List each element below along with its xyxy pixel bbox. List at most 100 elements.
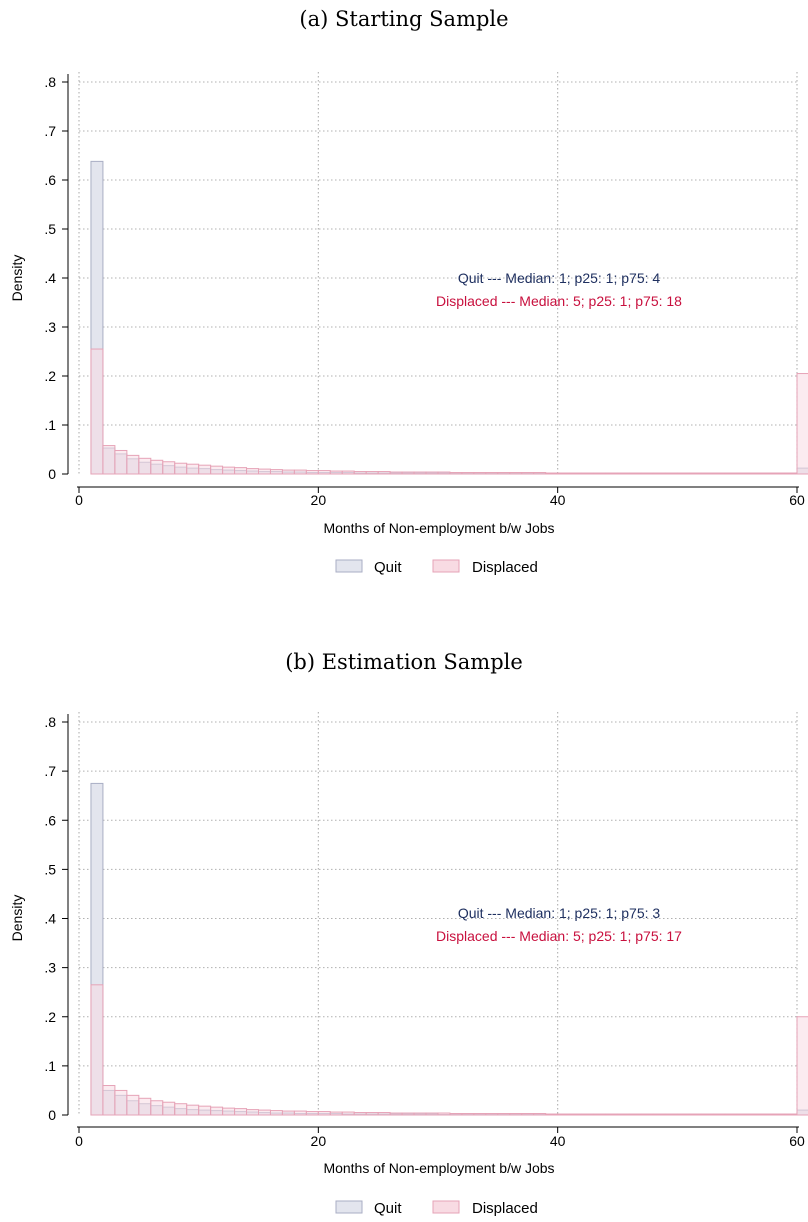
bar-displaced — [258, 468, 271, 475]
bar-displaced — [688, 1113, 702, 1116]
bar-displaced — [593, 472, 607, 475]
legend-swatch-quit — [335, 559, 363, 573]
bar-displaced — [317, 470, 331, 475]
bar-displaced — [413, 471, 427, 475]
bar-displaced — [162, 1101, 176, 1116]
bar-displaced — [712, 1113, 726, 1116]
bar-displaced — [138, 1097, 152, 1116]
bar-displaced — [234, 1108, 248, 1116]
bar-displaced — [329, 1111, 343, 1116]
bar-displaced — [305, 1111, 319, 1116]
bar-displaced — [605, 1113, 618, 1116]
chart-title: (a) Starting Sample — [299, 7, 508, 31]
bar-displaced — [509, 1113, 523, 1116]
y-tick-label: .4 — [44, 270, 56, 286]
bar-displaced — [353, 471, 367, 475]
legend-swatch-displaced — [432, 559, 460, 573]
bar-displaced — [317, 1111, 331, 1116]
bar-displaced — [605, 472, 618, 475]
bar-displaced — [533, 1113, 547, 1116]
bar-displaced — [198, 1105, 212, 1116]
displaced-summary-note: Displaced --- Median: 5; p25: 1; p75: 17 — [436, 928, 682, 944]
bar-displaced — [305, 470, 319, 475]
legend-swatch-displaced — [432, 1200, 460, 1214]
y-tick-label: .2 — [44, 368, 56, 384]
y-tick-label: .3 — [44, 960, 56, 976]
bar-displaced — [174, 1103, 188, 1116]
bar-displaced — [784, 472, 798, 475]
bar-displaced — [425, 1112, 439, 1116]
bar-displaced — [437, 471, 451, 475]
chart-panel-b: (b) Estimation Sample 0 .1 .2 .3 .4 .5 .6 .7 .8 De… — [9, 650, 808, 1217]
y-tick-label: .5 — [44, 221, 56, 237]
y-tick-label: .7 — [44, 123, 56, 139]
bar-displaced — [210, 1106, 224, 1116]
bar-displaced — [652, 1113, 666, 1116]
legend-label-displaced: Displaced — [472, 559, 538, 576]
bar-displaced — [449, 472, 463, 475]
x-tick-label: 40 — [550, 492, 566, 508]
bar-displaced — [485, 1113, 499, 1116]
bar-displaced — [102, 445, 116, 475]
x-tick-label: 40 — [550, 1133, 566, 1149]
bar-displaced — [485, 472, 499, 475]
bar-displaced — [700, 472, 714, 475]
bar-displaced — [401, 1112, 415, 1116]
bar-displaced — [269, 469, 283, 475]
bar-displaced — [461, 472, 475, 475]
y-tick-label: .6 — [44, 812, 56, 828]
chart-title: (b) Estimation Sample — [285, 650, 523, 674]
bar-displaced — [640, 1113, 654, 1116]
y-tick-label: .5 — [44, 861, 56, 877]
y-tick-label: .2 — [44, 1009, 56, 1025]
bar-displaced — [389, 1112, 403, 1116]
bar-displaced — [365, 1112, 379, 1116]
bar-displaced — [186, 463, 200, 475]
bar-displaced — [269, 1110, 283, 1116]
bar-displaced — [545, 472, 559, 475]
bar-displaced — [174, 462, 188, 475]
y-tick-label: .6 — [44, 172, 56, 188]
bar-displaced — [724, 472, 738, 475]
bar-displaced — [222, 466, 236, 475]
bar-displaced — [293, 1110, 307, 1116]
bar-displaced — [628, 472, 642, 475]
y-tick-label: .8 — [44, 714, 56, 730]
bar-displaced — [617, 472, 630, 475]
bar-displaced — [114, 1089, 128, 1116]
x-tick-label: 20 — [311, 1133, 327, 1149]
bar-displaced — [664, 472, 678, 475]
y-tick-label: .1 — [44, 417, 56, 433]
bar-displaced — [497, 1113, 511, 1116]
bar-displaced — [593, 1113, 607, 1116]
y-tick-label: .3 — [44, 319, 56, 335]
bar-displaced — [796, 373, 808, 475]
bar-displaced — [377, 471, 391, 475]
bar-displaced — [521, 472, 535, 475]
bar-displaced — [138, 457, 152, 475]
bar-displaced — [760, 1113, 774, 1116]
bar-displaced — [724, 1113, 738, 1116]
bar-displaced — [437, 1112, 451, 1116]
legend: Quit Displaced — [335, 1200, 538, 1217]
bar-displaced — [581, 1113, 595, 1116]
bar-displaced — [664, 1113, 678, 1116]
bar-displaced — [210, 465, 224, 475]
x-axis-title: Months of Non-employment b/w Jobs — [323, 1160, 554, 1176]
legend: Quit Displaced — [335, 559, 538, 576]
bar-displaced — [186, 1104, 200, 1116]
bar-displaced — [533, 472, 547, 475]
bar-displaced — [126, 454, 140, 475]
legend-swatch-quit — [335, 1200, 363, 1214]
bar-displaced — [246, 468, 260, 475]
x-tick-label: 20 — [311, 492, 327, 508]
bar-displaced — [126, 1094, 140, 1116]
bar-displaced — [688, 472, 702, 475]
bar-displaced — [150, 459, 164, 475]
y-axis-title: Density — [9, 255, 25, 302]
bar-displaced — [521, 1113, 535, 1116]
bar-displaced — [784, 1113, 798, 1116]
bar-displaced — [760, 472, 774, 475]
bar-displaced — [569, 1113, 583, 1116]
